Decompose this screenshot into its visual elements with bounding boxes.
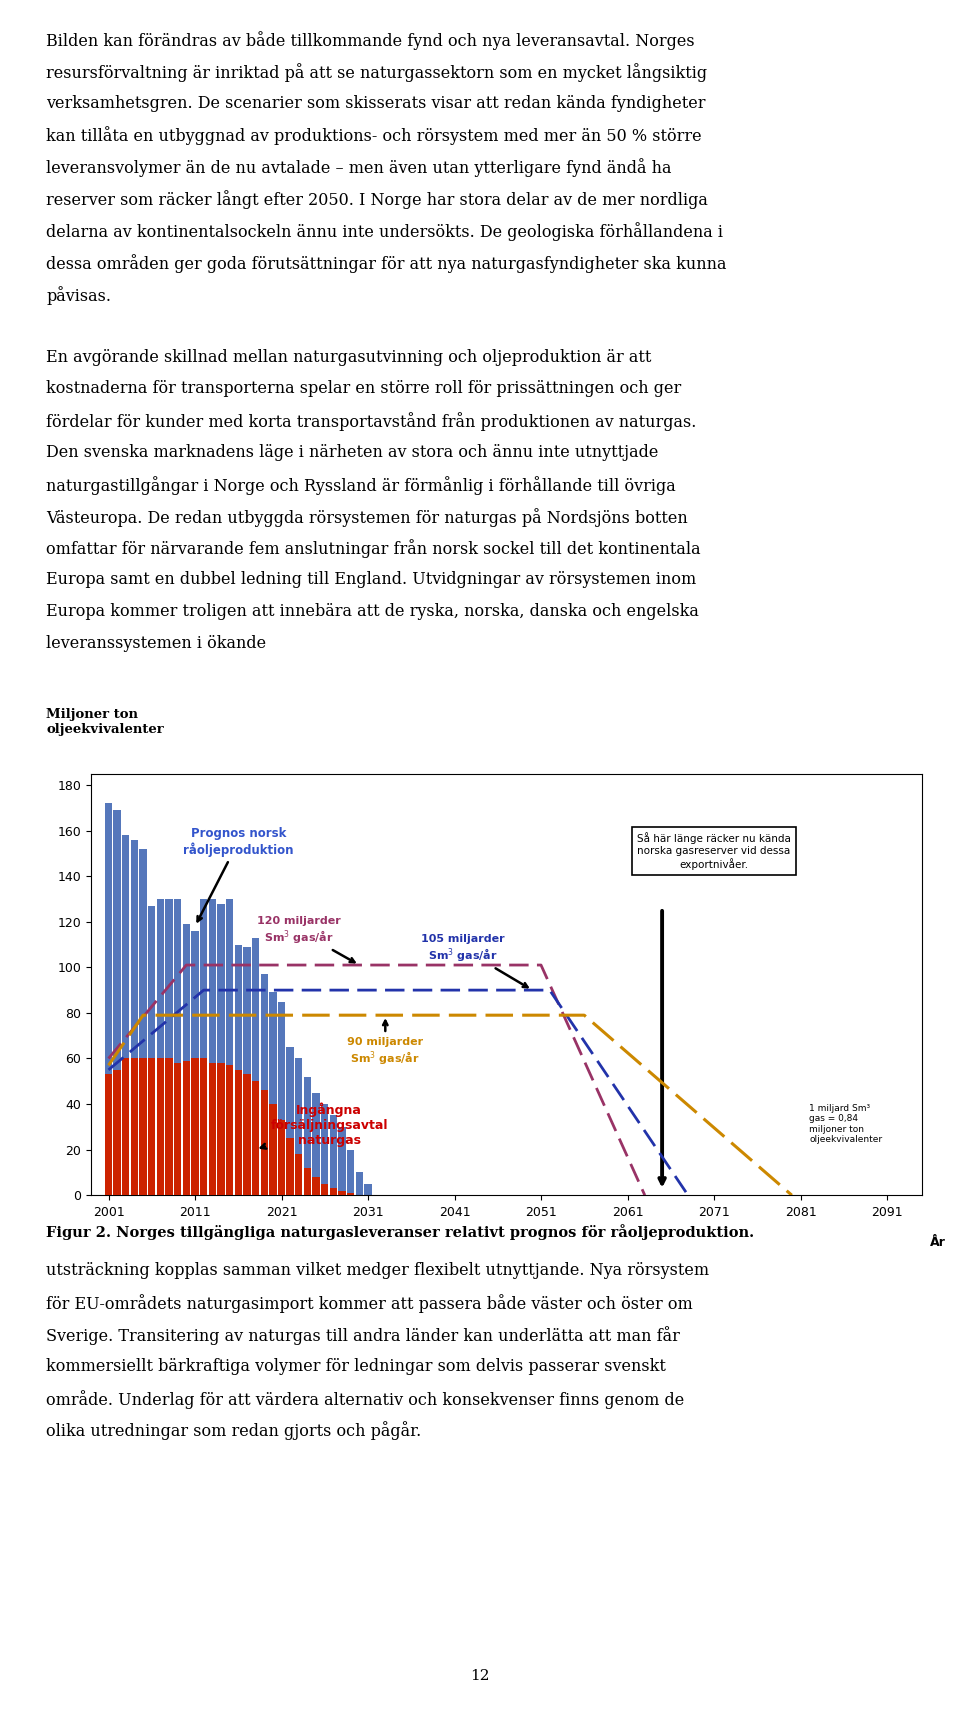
Text: Så här länge räcker nu kända
norska gasreserver vid dessa
exportnivåer.: Så här länge räcker nu kända norska gasr…	[637, 833, 791, 869]
Text: Europa kommer troligen att innebära att de ryska, norska, danska och engelska: Europa kommer troligen att innebära att …	[46, 604, 699, 620]
Text: Sverige. Transitering av naturgas till andra länder kan underlätta att man får: Sverige. Transitering av naturgas till a…	[46, 1325, 680, 1344]
Bar	[295, 1058, 302, 1194]
Bar	[338, 1191, 346, 1194]
Bar	[303, 1077, 311, 1194]
Bar	[208, 1064, 216, 1194]
Bar	[148, 905, 156, 1194]
Bar	[156, 1058, 164, 1194]
Text: utsträckning kopplas samman vilket medger flexibelt utnyttjande. Nya rörsystem: utsträckning kopplas samman vilket medge…	[46, 1263, 709, 1279]
Bar	[243, 947, 251, 1194]
Text: verksamhetsgren. De scenarier som skisserats visar att redan kända fyndigheter: verksamhetsgren. De scenarier som skisse…	[46, 95, 706, 112]
Bar	[303, 1169, 311, 1194]
Bar	[217, 1064, 225, 1194]
Bar	[347, 1193, 354, 1194]
Text: 1 miljard Sm³
gas = 0,84
miljoner ton
oljeekvivalenter: 1 miljard Sm³ gas = 0,84 miljoner ton ol…	[809, 1105, 882, 1144]
Bar	[234, 945, 242, 1194]
Text: 105 miljarder
Sm$^{3}$ gas/år: 105 miljarder Sm$^{3}$ gas/år	[421, 935, 528, 988]
Text: för EU-områdets naturgasimport kommer att passera både väster och öster om: för EU-områdets naturgasimport kommer at…	[46, 1294, 693, 1313]
Text: område. Underlag för att värdera alternativ och konsekvenser finns genom de: område. Underlag för att värdera alterna…	[46, 1391, 684, 1408]
Text: omfattar för närvarande fem anslutningar från norsk sockel till det kontinentala: omfattar för närvarande fem anslutningar…	[46, 540, 701, 558]
Bar	[260, 1091, 268, 1194]
Text: resursförvaltning är inriktad på att se naturgassektorn som en mycket långsiktig: resursförvaltning är inriktad på att se …	[46, 62, 708, 81]
Bar	[122, 1058, 130, 1194]
Bar	[269, 1105, 276, 1194]
Bar	[321, 1105, 328, 1194]
Bar	[148, 1058, 156, 1194]
Bar	[217, 904, 225, 1194]
Bar	[182, 1060, 190, 1194]
Bar	[122, 835, 130, 1194]
Bar	[260, 974, 268, 1194]
Bar	[243, 1074, 251, 1194]
Text: fördelar för kunder med korta transportavstånd från produktionen av naturgas.: fördelar för kunder med korta transporta…	[46, 413, 696, 430]
Text: dessa områden ger goda förutsättningar för att nya naturgasfyndigheter ska kunna: dessa områden ger goda förutsättningar f…	[46, 253, 727, 272]
Bar	[286, 1046, 294, 1194]
Text: kan tillåta en utbyggnad av produktions- och rörsystem med mer än 50 % större: kan tillåta en utbyggnad av produktions-…	[46, 127, 702, 145]
Bar	[347, 1150, 354, 1194]
Text: Bilden kan förändras av både tillkommande fynd och nya leveransavtal. Norges: Bilden kan förändras av både tillkommand…	[46, 31, 695, 50]
Text: Figur 2. Norges tillgängliga naturgasleveranser relativt prognos för råoljeprodu: Figur 2. Norges tillgängliga naturgaslev…	[46, 1225, 755, 1241]
Text: kommersiellt bärkraftiga volymer för ledningar som delvis passerar svenskt: kommersiellt bärkraftiga volymer för led…	[46, 1358, 666, 1375]
Text: 120 miljarder
Sm$^{3}$ gas/år: 120 miljarder Sm$^{3}$ gas/år	[257, 916, 354, 962]
Text: Prognos norsk
råoljeproduktion: Prognos norsk råoljeproduktion	[183, 828, 294, 921]
Bar	[165, 1058, 173, 1194]
Bar	[139, 848, 147, 1194]
Bar	[365, 1184, 372, 1194]
Text: naturgastillgångar i Norge och Ryssland är förmånlig i förhållande till övriga: naturgastillgångar i Norge och Ryssland …	[46, 475, 676, 494]
Bar	[174, 898, 181, 1194]
Bar	[200, 1058, 207, 1194]
Bar	[321, 1184, 328, 1194]
Bar	[329, 1189, 337, 1194]
Bar	[226, 1065, 233, 1194]
Text: delarna av kontinentalsockeln ännu inte undersökts. De geologiska förhållandena : delarna av kontinentalsockeln ännu inte …	[46, 222, 723, 241]
Bar	[156, 898, 164, 1194]
Text: År: År	[930, 1236, 947, 1249]
Bar	[208, 898, 216, 1194]
Text: olika utredningar som redan gjorts och pågår.: olika utredningar som redan gjorts och p…	[46, 1422, 421, 1440]
Bar	[200, 898, 207, 1194]
Bar	[174, 1064, 181, 1194]
Bar	[234, 1070, 242, 1194]
Bar	[191, 1058, 199, 1194]
Bar	[277, 1002, 285, 1194]
Bar	[355, 1172, 363, 1194]
Text: Den svenska marknadens läge i närheten av stora och ännu inte utnyttjade: Den svenska marknadens läge i närheten a…	[46, 444, 659, 461]
Bar	[286, 1138, 294, 1194]
Bar	[165, 898, 173, 1194]
Bar	[113, 811, 121, 1194]
Bar	[252, 938, 259, 1194]
Text: Ingångna
försäljningsavtal
naturgas: Ingångna försäljningsavtal naturgas	[261, 1101, 388, 1148]
Text: 90 miljarder
Sm$^{3}$ gas/år: 90 miljarder Sm$^{3}$ gas/år	[348, 1021, 423, 1067]
Bar	[139, 1058, 147, 1194]
Bar	[252, 1081, 259, 1194]
Text: reserver som räcker långt efter 2050. I Norge har stora delar av de mer nordliga: reserver som räcker långt efter 2050. I …	[46, 191, 708, 208]
Text: 12: 12	[470, 1669, 490, 1683]
Bar	[277, 1120, 285, 1194]
Text: Västeuropa. De redan utbyggda rörsystemen för naturgas på Nordsjöns botten: Västeuropa. De redan utbyggda rörsysteme…	[46, 508, 687, 527]
Text: påvisas.: påvisas.	[46, 286, 111, 305]
Bar	[338, 1127, 346, 1194]
Bar	[312, 1177, 320, 1194]
Bar	[312, 1093, 320, 1194]
Bar	[105, 804, 112, 1194]
Bar	[131, 840, 138, 1194]
Bar	[131, 1058, 138, 1194]
Bar	[105, 1074, 112, 1194]
Text: Miljoner ton
oljeekvivalenter: Miljoner ton oljeekvivalenter	[46, 709, 164, 737]
Bar	[329, 1115, 337, 1194]
Bar	[269, 993, 276, 1194]
Bar	[295, 1155, 302, 1194]
Bar	[113, 1070, 121, 1194]
Bar	[226, 898, 233, 1194]
Text: kostnaderna för transporterna spelar en större roll för prissättningen och ger: kostnaderna för transporterna spelar en …	[46, 380, 682, 398]
Bar	[191, 931, 199, 1194]
Text: leveransvolymer än de nu avtalade – men även utan ytterligare fynd ändå ha: leveransvolymer än de nu avtalade – men …	[46, 158, 672, 177]
Bar	[182, 924, 190, 1194]
Text: leveranssystemen i ökande: leveranssystemen i ökande	[46, 635, 266, 652]
Text: Europa samt en dubbel ledning till England. Utvidgningar av rörsystemen inom: Europa samt en dubbel ledning till Engla…	[46, 571, 696, 589]
Text: En avgörande skillnad mellan naturgasutvinning och oljeproduktion är att: En avgörande skillnad mellan naturgasutv…	[46, 348, 652, 365]
